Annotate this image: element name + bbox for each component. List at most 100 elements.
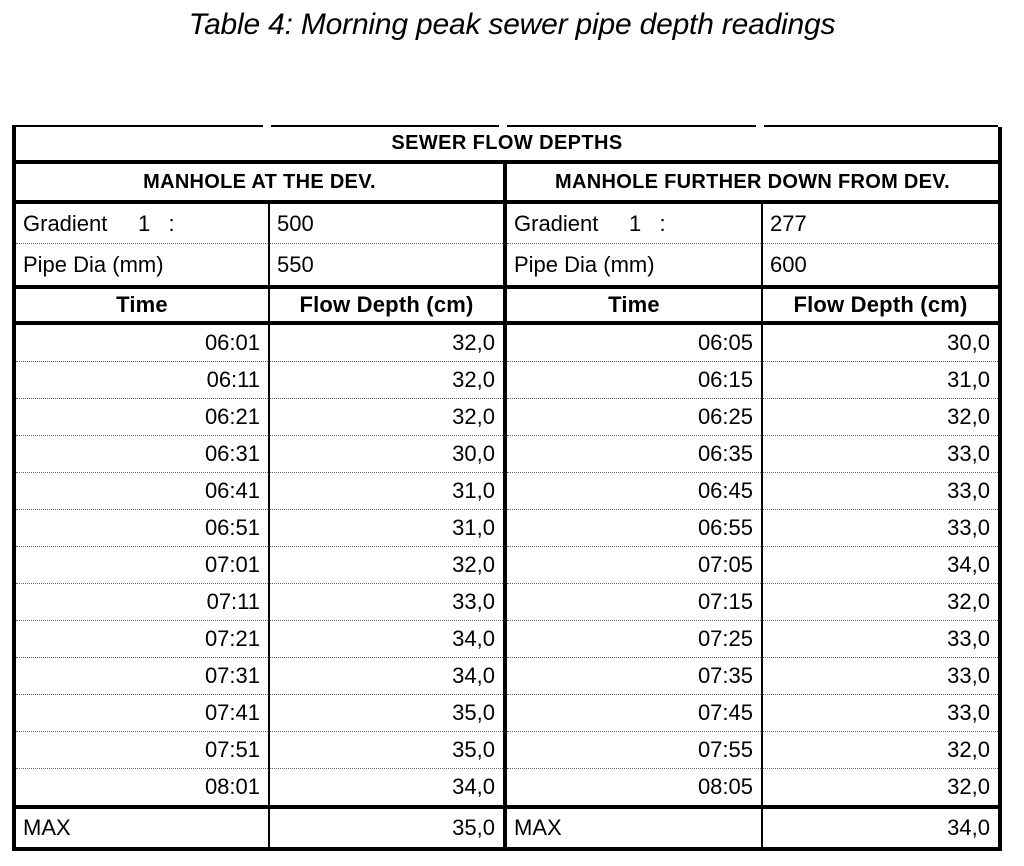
depth-cell-right: 30,0 (762, 323, 1000, 362)
depth-cell-right: 33,0 (762, 657, 1000, 695)
top-border-segment (507, 125, 756, 127)
top-border-segment (12, 125, 263, 127)
depth-cell-right: 32,0 (762, 398, 1000, 436)
table-row: 06:21 32,0 06:25 32,0 (14, 398, 1000, 436)
pipe-dia-row: Pipe Dia (mm) 550 Pipe Dia (mm) 600 (14, 243, 1000, 289)
gradient-value-right: 277 (762, 202, 1000, 244)
depth-cell-left: 35,0 (269, 694, 507, 732)
top-border-segment (764, 125, 998, 127)
time-cell-left: 07:51 (14, 731, 270, 769)
table-row: 06:41 31,0 06:45 33,0 (14, 472, 1000, 510)
depth-cell-left: 31,0 (269, 509, 507, 547)
depth-cell-left: 35,0 (269, 731, 507, 769)
sewer-flow-depths-table: SEWER FLOW DEPTHS MANHOLE AT THE DEV. MA… (12, 127, 1002, 851)
section-header-row: MANHOLE AT THE DEV. MANHOLE FURTHER DOWN… (14, 162, 1000, 204)
depth-cell-right: 32,0 (762, 731, 1000, 769)
table-row: 06:31 30,0 06:35 33,0 (14, 435, 1000, 473)
table-row: 07:31 34,0 07:35 33,0 (14, 657, 1000, 695)
gradient-label-right: Gradient 1 : (505, 202, 763, 244)
max-row: MAX 35,0 MAX 34,0 (14, 805, 1000, 849)
time-cell-left: 06:31 (14, 435, 270, 473)
time-cell-left: 07:21 (14, 620, 270, 658)
table-header-cell: SEWER FLOW DEPTHS (14, 127, 1000, 164)
depth-cell-right: 33,0 (762, 620, 1000, 658)
time-cell-right: 06:25 (505, 398, 763, 436)
section-header-right: MANHOLE FURTHER DOWN FROM DEV. (505, 162, 1000, 204)
depth-cell-right: 32,0 (762, 583, 1000, 621)
time-cell-right: 06:55 (505, 509, 763, 547)
gradient-value-left: 500 (269, 202, 507, 244)
pipe-dia-value-right: 600 (762, 243, 1000, 289)
time-cell-right: 07:45 (505, 694, 763, 732)
section-header-left: MANHOLE AT THE DEV. (14, 162, 507, 204)
sewer-flow-table-container: SEWER FLOW DEPTHS MANHOLE AT THE DEV. MA… (12, 125, 1002, 851)
time-cell-left: 07:11 (14, 583, 270, 621)
column-header-row: Time Flow Depth (cm) Time Flow Depth (cm… (14, 287, 1000, 325)
depth-cell-left: 32,0 (269, 361, 507, 399)
depth-cell-right: 33,0 (762, 435, 1000, 473)
top-border-gap (756, 125, 764, 127)
table-header-row: SEWER FLOW DEPTHS (14, 127, 1000, 164)
gradient-label-left: Gradient 1 : (14, 202, 270, 244)
depth-cell-left: 34,0 (269, 768, 507, 808)
depth-cell-right: 31,0 (762, 361, 1000, 399)
table-caption: Table 4: Morning peak sewer pipe depth r… (188, 8, 836, 41)
depth-cell-left: 32,0 (269, 398, 507, 436)
table-top-border (12, 125, 998, 127)
top-border-segment (271, 125, 499, 127)
time-cell-left: 06:51 (14, 509, 270, 547)
depth-cell-right: 33,0 (762, 509, 1000, 547)
table-row: 07:21 34,0 07:25 33,0 (14, 620, 1000, 658)
time-cell-right: 06:05 (505, 323, 763, 362)
depth-cell-right: 33,0 (762, 472, 1000, 510)
pipe-dia-value-left: 550 (269, 243, 507, 289)
depth-column-header-left: Flow Depth (cm) (269, 287, 507, 325)
table-row: 07:51 35,0 07:55 32,0 (14, 731, 1000, 769)
time-cell-right: 06:45 (505, 472, 763, 510)
time-cell-left: 06:01 (14, 323, 270, 362)
depth-cell-left: 31,0 (269, 472, 507, 510)
top-border-gap (263, 125, 271, 127)
time-cell-left: 06:41 (14, 472, 270, 510)
pipe-dia-label-right: Pipe Dia (mm) (505, 243, 763, 289)
time-cell-right: 07:55 (505, 731, 763, 769)
gradient-row: Gradient 1 : 500 Gradient 1 : 277 (14, 202, 1000, 244)
time-cell-left: 07:31 (14, 657, 270, 695)
table-row: 07:11 33,0 07:15 32,0 (14, 583, 1000, 621)
depth-column-header-right: Flow Depth (cm) (762, 287, 1000, 325)
time-cell-left: 07:01 (14, 546, 270, 584)
time-cell-right: 07:15 (505, 583, 763, 621)
max-value-right: 34,0 (762, 805, 1000, 849)
max-value-left: 35,0 (269, 805, 507, 849)
depth-cell-right: 32,0 (762, 768, 1000, 808)
table-row: 06:51 31,0 06:55 33,0 (14, 509, 1000, 547)
pipe-dia-label-left: Pipe Dia (mm) (14, 243, 270, 289)
time-cell-right: 06:15 (505, 361, 763, 399)
time-cell-left: 07:41 (14, 694, 270, 732)
depth-cell-left: 34,0 (269, 620, 507, 658)
max-label-left: MAX (14, 805, 270, 849)
time-cell-left: 06:11 (14, 361, 270, 399)
time-cell-right: 08:05 (505, 768, 763, 808)
top-border-gap (499, 125, 507, 127)
depth-cell-left: 32,0 (269, 323, 507, 362)
depth-cell-left: 30,0 (269, 435, 507, 473)
time-cell-left: 06:21 (14, 398, 270, 436)
time-cell-right: 07:25 (505, 620, 763, 658)
table-row: 06:01 32,0 06:05 30,0 (14, 323, 1000, 362)
depth-cell-left: 33,0 (269, 583, 507, 621)
table-row: 08:01 34,0 08:05 32,0 (14, 768, 1000, 808)
max-label-right: MAX (505, 805, 763, 849)
depth-cell-left: 34,0 (269, 657, 507, 695)
time-column-header-right: Time (505, 287, 763, 325)
table-row: 07:41 35,0 07:45 33,0 (14, 694, 1000, 732)
time-cell-right: 07:05 (505, 546, 763, 584)
depth-cell-right: 34,0 (762, 546, 1000, 584)
time-cell-left: 08:01 (14, 768, 270, 808)
depth-cell-left: 32,0 (269, 546, 507, 584)
depth-cell-right: 33,0 (762, 694, 1000, 732)
time-cell-right: 07:35 (505, 657, 763, 695)
table-row: 07:01 32,0 07:05 34,0 (14, 546, 1000, 584)
table-row: 06:11 32,0 06:15 31,0 (14, 361, 1000, 399)
time-column-header-left: Time (14, 287, 270, 325)
